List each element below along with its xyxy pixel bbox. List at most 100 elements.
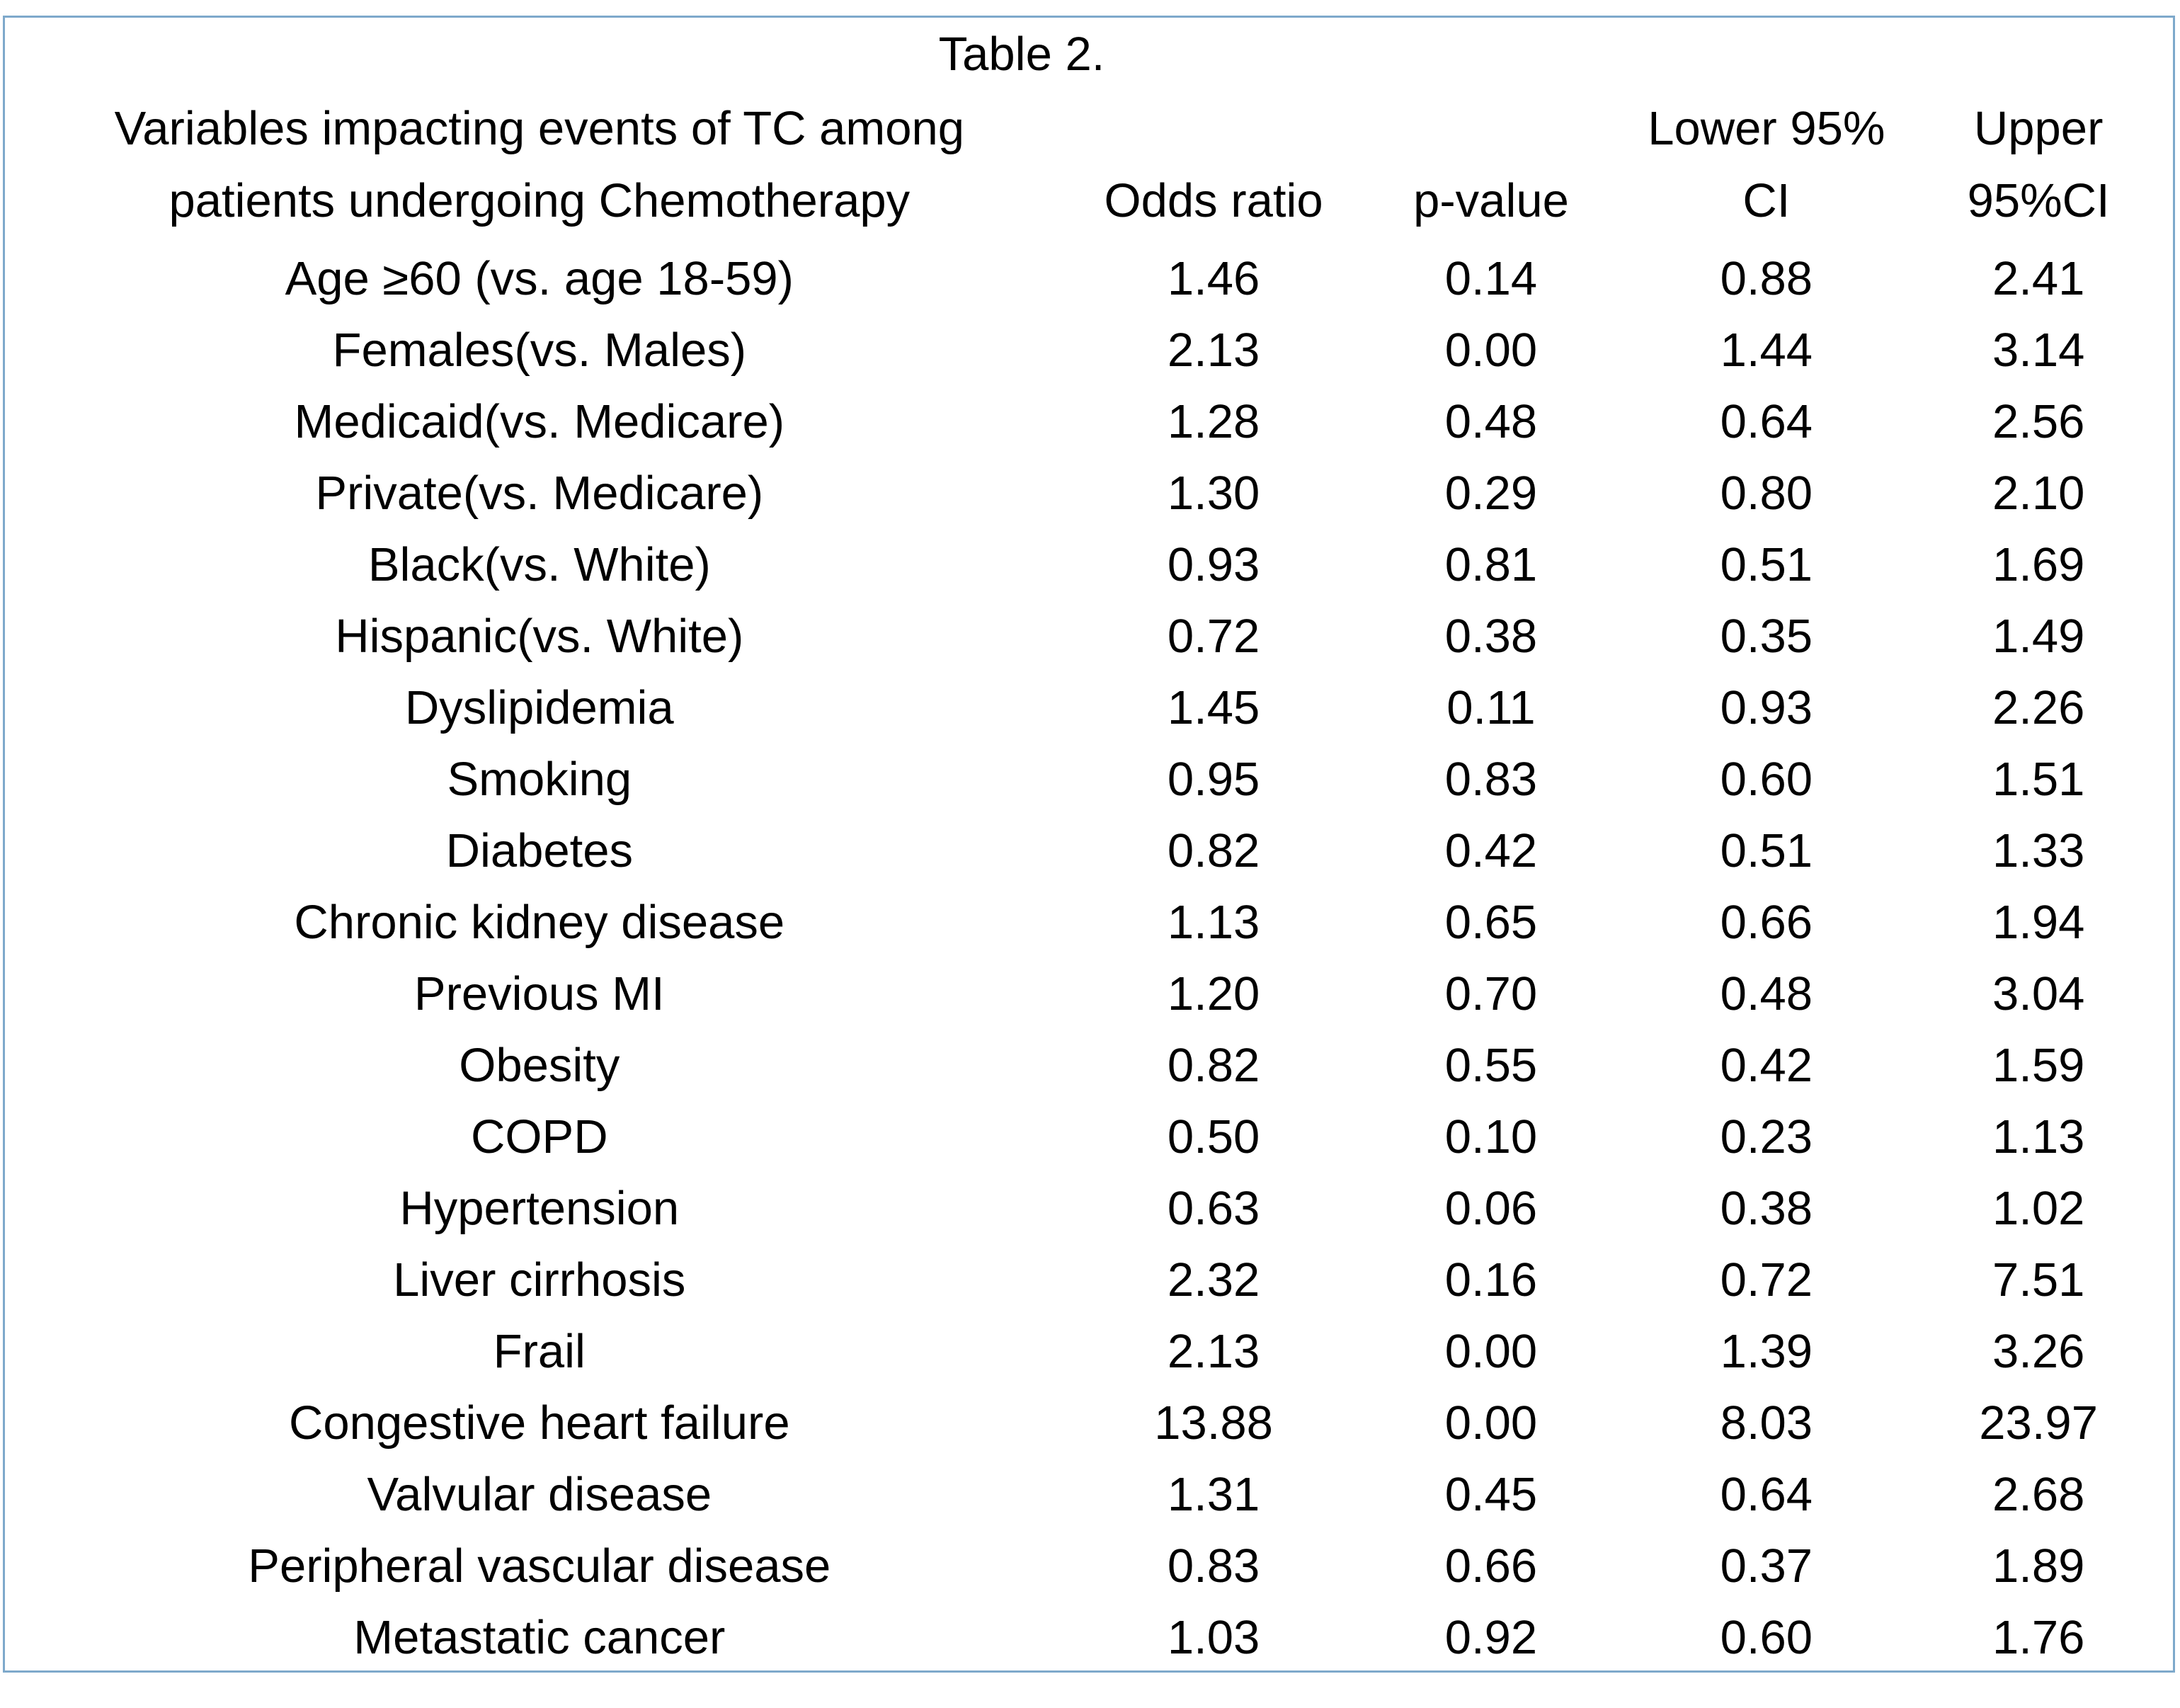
table-title: Table 2. xyxy=(938,28,1105,81)
variable-cell: Peripheral vascular disease xyxy=(248,1539,831,1593)
variable-cell: Hispanic(vs. White) xyxy=(335,610,744,663)
variable-cell: Chronic kidney disease xyxy=(294,896,785,949)
upper-ci-cell: 1.33 xyxy=(1992,824,2085,877)
p-value-cell: 0.45 xyxy=(1444,1468,1538,1521)
odds-ratio-cell: 0.83 xyxy=(1167,1539,1260,1593)
p-value-cell: 0.66 xyxy=(1444,1539,1538,1593)
p-value-cell: 0.16 xyxy=(1444,1253,1538,1306)
lower-ci-cell: 0.64 xyxy=(1720,395,1813,448)
column-header-variables-line1: Variables impacting events of TC among xyxy=(114,102,964,155)
table-row: Obesity 0.82 0.55 0.42 1.59 xyxy=(5,1030,2173,1101)
odds-ratio-cell: 13.88 xyxy=(1154,1396,1273,1450)
odds-ratio-cell: 1.46 xyxy=(1167,252,1260,305)
table-row: Hispanic(vs. White) 0.72 0.38 0.35 1.49 xyxy=(5,600,2173,672)
table-header-row: Variables impacting events of TC among p… xyxy=(5,91,2173,243)
upper-ci-cell: 1.89 xyxy=(1992,1539,2085,1593)
upper-ci-cell: 2.26 xyxy=(1992,681,2085,734)
odds-ratio-cell: 1.28 xyxy=(1167,395,1260,448)
odds-ratio-cell: 1.03 xyxy=(1167,1611,1260,1664)
lower-ci-cell: 0.38 xyxy=(1720,1182,1813,1235)
variable-cell: Frail xyxy=(493,1325,586,1378)
table-row: COPD 0.50 0.10 0.23 1.13 xyxy=(5,1101,2173,1173)
lower-ci-cell: 0.88 xyxy=(1720,252,1813,305)
upper-ci-cell: 1.02 xyxy=(1992,1182,2085,1235)
column-header-variables-line2: patients undergoing Chemotherapy xyxy=(169,174,911,227)
table-row: Valvular disease 1.31 0.45 0.64 2.68 xyxy=(5,1459,2173,1530)
table-row: Chronic kidney disease 1.13 0.65 0.66 1.… xyxy=(5,887,2173,958)
variable-cell: Age ≥60 (vs. age 18-59) xyxy=(285,252,794,305)
odds-ratio-cell: 1.30 xyxy=(1167,467,1260,520)
odds-ratio-cell: 2.13 xyxy=(1167,1325,1260,1378)
p-value-cell: 0.00 xyxy=(1444,324,1538,377)
odds-ratio-cell: 1.13 xyxy=(1167,896,1260,949)
variable-cell: Previous MI xyxy=(413,967,665,1020)
variable-cell: COPD xyxy=(471,1110,608,1163)
table-row: Peripheral vascular disease 0.83 0.66 0.… xyxy=(5,1530,2173,1602)
lower-ci-cell: 8.03 xyxy=(1720,1396,1813,1450)
table-row: Black(vs. White) 0.93 0.81 0.51 1.69 xyxy=(5,529,2173,600)
variable-cell: Private(vs. Medicare) xyxy=(315,467,764,520)
table-row: Congestive heart failure 13.88 0.00 8.03… xyxy=(5,1387,2173,1459)
upper-ci-cell: 1.13 xyxy=(1992,1110,2085,1163)
variable-cell: Congestive heart failure xyxy=(288,1396,790,1450)
table-row: Frail 2.13 0.00 1.39 3.26 xyxy=(5,1316,2173,1387)
column-header-upper-ci-line2: 95%CI xyxy=(1967,174,2110,227)
column-header-lower-ci-line2: CI xyxy=(1742,174,1791,227)
odds-ratio-cell: 1.45 xyxy=(1167,681,1260,734)
table-row: Medicaid(vs. Medicare) 1.28 0.48 0.64 2.… xyxy=(5,386,2173,457)
table-frame: Table 2. Variables impacting events of T… xyxy=(3,16,2175,1673)
upper-ci-cell: 1.51 xyxy=(1992,753,2085,806)
variable-cell: Dyslipidemia xyxy=(404,681,674,734)
lower-ci-cell: 0.64 xyxy=(1720,1468,1813,1521)
column-header-upper-ci: Upper 95%CI xyxy=(1904,91,2173,243)
upper-ci-cell: 7.51 xyxy=(1992,1253,2085,1306)
upper-ci-cell: 3.04 xyxy=(1992,967,2085,1020)
column-header-lower-ci: Lower 95% CI xyxy=(1628,91,1904,243)
upper-ci-cell: 1.76 xyxy=(1992,1611,2085,1664)
variable-cell: Diabetes xyxy=(445,824,633,877)
upper-ci-cell: 1.94 xyxy=(1992,896,2085,949)
table-row: Metastatic cancer 1.03 0.92 0.60 1.76 xyxy=(5,1602,2173,1673)
p-value-cell: 0.81 xyxy=(1444,538,1538,591)
variable-cell: Smoking xyxy=(447,753,632,806)
lower-ci-cell: 0.93 xyxy=(1720,681,1813,734)
odds-ratio-cell: 2.13 xyxy=(1167,324,1260,377)
table-row: Diabetes 0.82 0.42 0.51 1.33 xyxy=(5,815,2173,887)
table-title-row: Table 2. xyxy=(5,18,2173,91)
odds-ratio-cell: 0.72 xyxy=(1167,610,1260,663)
lower-ci-cell: 0.37 xyxy=(1720,1539,1813,1593)
odds-ratio-cell: 0.95 xyxy=(1167,753,1260,806)
table-row: Females(vs. Males) 2.13 0.00 1.44 3.14 xyxy=(5,314,2173,386)
variable-cell: Medicaid(vs. Medicare) xyxy=(294,395,785,448)
lower-ci-cell: 0.51 xyxy=(1720,824,1813,877)
upper-ci-cell: 1.59 xyxy=(1992,1039,2085,1092)
odds-ratio-cell: 0.82 xyxy=(1167,1039,1260,1092)
odds-ratio-cell: 0.63 xyxy=(1167,1182,1260,1235)
lower-ci-cell: 0.48 xyxy=(1720,967,1813,1020)
column-header-p-value: p-value xyxy=(1413,174,1569,227)
variable-cell: Females(vs. Males) xyxy=(332,324,747,377)
odds-ratio-table: Table 2. Variables impacting events of T… xyxy=(5,18,2173,1673)
column-header-lower-ci-line1: Lower 95% xyxy=(1648,102,1885,155)
table-row: Age ≥60 (vs. age 18-59) 1.46 0.14 0.88 2… xyxy=(5,243,2173,314)
odds-ratio-cell: 0.93 xyxy=(1167,538,1260,591)
table-row: Dyslipidemia 1.45 0.11 0.93 2.26 xyxy=(5,672,2173,744)
column-header-odds-ratio: Odds ratio xyxy=(1104,174,1323,227)
lower-ci-cell: 0.51 xyxy=(1720,538,1813,591)
table-row: Previous MI 1.20 0.70 0.48 3.04 xyxy=(5,958,2173,1030)
upper-ci-cell: 3.26 xyxy=(1992,1325,2085,1378)
p-value-cell: 0.83 xyxy=(1444,753,1538,806)
lower-ci-cell: 0.23 xyxy=(1720,1110,1813,1163)
p-value-cell: 0.70 xyxy=(1444,967,1538,1020)
table-row: Smoking 0.95 0.83 0.60 1.51 xyxy=(5,744,2173,815)
p-value-cell: 0.14 xyxy=(1444,252,1538,305)
lower-ci-cell: 1.44 xyxy=(1720,324,1813,377)
p-value-cell: 0.06 xyxy=(1444,1182,1538,1235)
lower-ci-cell: 0.60 xyxy=(1720,1611,1813,1664)
odds-ratio-cell: 1.31 xyxy=(1167,1468,1260,1521)
p-value-cell: 0.55 xyxy=(1444,1039,1538,1092)
p-value-cell: 0.48 xyxy=(1444,395,1538,448)
lower-ci-cell: 0.60 xyxy=(1720,753,1813,806)
table-row: Liver cirrhosis 2.32 0.16 0.72 7.51 xyxy=(5,1244,2173,1316)
upper-ci-cell: 2.41 xyxy=(1992,252,2085,305)
